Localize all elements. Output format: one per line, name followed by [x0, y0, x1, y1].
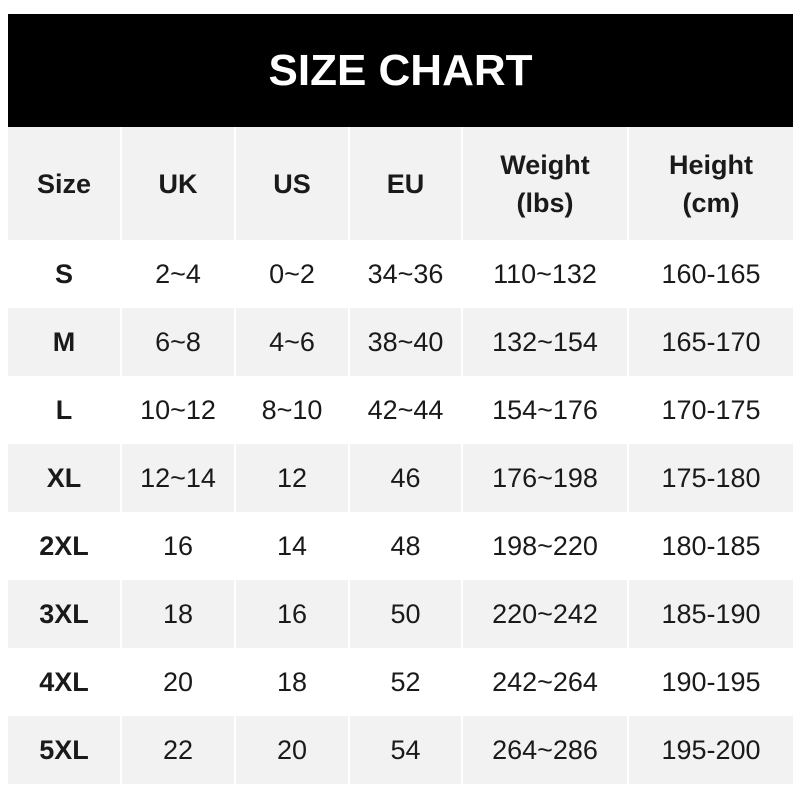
header-size: Size [8, 127, 121, 240]
cell-size: 2XL [39, 530, 89, 561]
cell-weight: 264~286 [461, 716, 628, 784]
cell-us: 20 [234, 716, 349, 784]
cell-uk: 12~14 [120, 444, 235, 512]
cell-height: 180-185 [627, 512, 793, 580]
size-table: Size UK US EU Weight (lbs) Height (cm) S 2~4 0~2… [8, 127, 793, 784]
cell-height: 195-200 [627, 716, 793, 784]
cell-size: L [55, 394, 73, 425]
cell-size: M [8, 308, 121, 376]
table-row: 3XL 18 16 50 220~242 185-190 [8, 580, 793, 648]
header-weight: Weight (lbs) [461, 127, 628, 240]
cell-eu: 54 [348, 716, 462, 784]
cell-size: 3XL [8, 580, 121, 648]
cell-eu: 52 [348, 648, 462, 716]
header-uk: UK [120, 127, 235, 240]
cell-us: 8~10 [234, 376, 349, 444]
cell-eu: 46 [348, 444, 462, 512]
cell-height: 170-175 [627, 376, 793, 444]
cell-us: 14 [234, 512, 349, 580]
cell-height: 185-190 [627, 580, 793, 648]
cell-uk: 22 [120, 716, 235, 784]
size-chart: SIZE CHART Size UK US EU Weight (lbs) Height … [8, 14, 793, 784]
cell-eu: 50 [348, 580, 462, 648]
cell-weight: 132~154 [461, 308, 628, 376]
cell-weight: 220~242 [461, 580, 628, 648]
header-row: Size UK US EU Weight (lbs) Height (cm) [8, 127, 793, 240]
cell-eu: 38~40 [348, 308, 462, 376]
cell-eu: 42~44 [348, 376, 462, 444]
cell-size: 5XL [8, 716, 121, 784]
chart-title: SIZE CHART [8, 14, 793, 127]
table-row: 4XL 20 18 52 242~264 190-195 [8, 648, 793, 716]
cell-uk: 16 [120, 512, 235, 580]
cell-us: 18 [234, 648, 349, 716]
table-row: S 2~4 0~2 34~36 110~132 160-165 [8, 240, 793, 308]
cell-weight: 242~264 [461, 648, 628, 716]
cell-weight: 110~132 [461, 240, 628, 308]
cell-weight: 176~198 [461, 444, 628, 512]
header-height: Height (cm) [627, 127, 793, 240]
cell-uk: 18 [120, 580, 235, 648]
header-eu: EU [348, 127, 462, 240]
cell-height: 165-170 [627, 308, 793, 376]
header-us: US [234, 127, 349, 240]
cell-us: 0~2 [234, 240, 349, 308]
cell-height: 160-165 [627, 240, 793, 308]
cell-weight: 154~176 [461, 376, 628, 444]
cell-us: 16 [234, 580, 349, 648]
cell-size: 4XL [39, 666, 89, 697]
table-row: XL 12~14 12 46 176~198 175-180 [8, 444, 793, 512]
cell-us: 4~6 [234, 308, 349, 376]
cell-height: 175-180 [627, 444, 793, 512]
cell-weight: 198~220 [461, 512, 628, 580]
table-row: L 10~12 8~10 42~44 154~176 170-175 [8, 376, 793, 444]
cell-size: S [54, 258, 73, 289]
cell-height: 190-195 [627, 648, 793, 716]
table-row: 2XL 16 14 48 198~220 180-185 [8, 512, 793, 580]
cell-size: XL [8, 444, 121, 512]
cell-us: 12 [234, 444, 349, 512]
table-row: 5XL 22 20 54 264~286 195-200 [8, 716, 793, 784]
cell-uk: 2~4 [120, 240, 235, 308]
cell-uk: 20 [120, 648, 235, 716]
cell-uk: 6~8 [120, 308, 235, 376]
cell-uk: 10~12 [120, 376, 235, 444]
cell-eu: 48 [348, 512, 462, 580]
cell-eu: 34~36 [348, 240, 462, 308]
table-row: M 6~8 4~6 38~40 132~154 165-170 [8, 308, 793, 376]
